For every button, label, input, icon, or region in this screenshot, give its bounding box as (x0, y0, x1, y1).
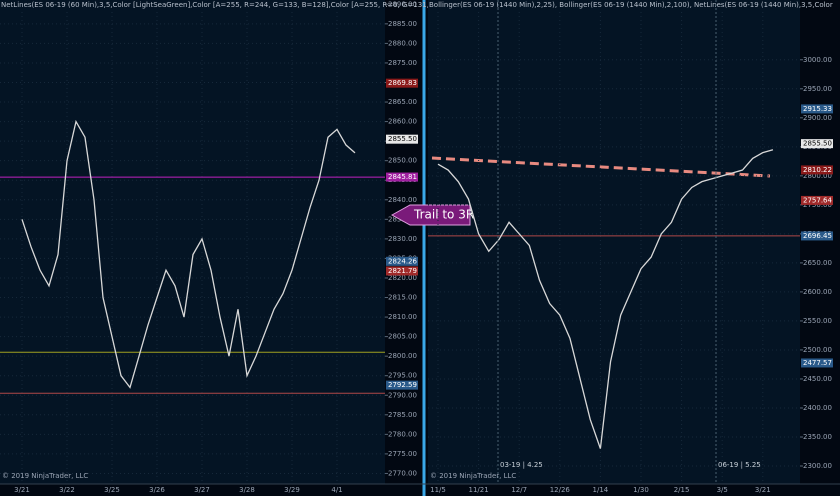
y-tick-label: 2890.00 (388, 0, 417, 8)
y-tick-label: 2785.00 (388, 411, 417, 419)
y-tick-label: 2885.00 (388, 20, 417, 28)
price-line (437, 149, 774, 449)
y-tick-label: 2400.00 (803, 404, 832, 412)
price-tag-label: 2915.33 (803, 105, 832, 113)
y-tick-label: 2780.00 (388, 430, 417, 438)
y-tick-label: 2500.00 (803, 346, 832, 354)
x-tick-label: 12/7 (511, 486, 527, 494)
price-tag-label: 2792.59 (388, 381, 417, 389)
x-tick-label: 3/25 (104, 486, 120, 494)
y-tick-label: 3000.00 (803, 56, 832, 64)
y-tick-label: 2770.00 (388, 469, 417, 477)
price-tag-label: 2821.79 (388, 267, 417, 275)
y-tick-label: 2820.00 (388, 274, 417, 282)
x-tick-label: 3/29 (284, 486, 300, 494)
price-tag (386, 266, 418, 276)
header-bg (0, 0, 385, 9)
y-tick-label: 2800.00 (388, 352, 417, 360)
indicator-header: Bollinger(ES 06-19 (1440 Min),2,25), Bol… (429, 1, 833, 9)
y-tick-label: 2815.00 (388, 294, 417, 302)
price-tag (801, 195, 833, 205)
y-tick-label: 2805.00 (388, 333, 417, 341)
x-tick-label: 12/26 (550, 486, 571, 494)
copyright: © 2019 NinjaTrader, LLC (430, 472, 516, 480)
price-tag (801, 358, 833, 368)
x-tick-label: 3/28 (239, 486, 255, 494)
y-tick-label: 2600.00 (803, 288, 832, 296)
y-tick-label: 2900.00 (803, 114, 832, 122)
y-tick-label: 2300.00 (803, 462, 832, 470)
x-tick-label: 3/21 (755, 486, 771, 494)
y-tick-label: 2840.00 (388, 196, 417, 204)
header-bg (428, 0, 800, 9)
y-tick-label: 2790.00 (388, 391, 417, 399)
x-tick-label: 3/5 (717, 486, 728, 494)
right-plot (428, 0, 800, 484)
x-tick-label: 4/1 (331, 486, 342, 494)
y-tick-label: 2880.00 (388, 39, 417, 47)
price-line (21, 119, 356, 389)
x-tick-label: 3/21 (14, 486, 30, 494)
x-tick-label: 1/14 (593, 486, 609, 494)
y-tick-label: 2775.00 (388, 450, 417, 458)
x-tick-label: 3/27 (194, 486, 210, 494)
price-tag-label: 2824.26 (388, 257, 417, 265)
y-tick-label: 2830.00 (388, 235, 417, 243)
y-tick-label: 2450.00 (803, 375, 832, 383)
x-tick-label: 2/15 (674, 486, 690, 494)
price-tag (801, 139, 833, 149)
rollover-label: 06-19 | 5.25 (718, 461, 761, 469)
price-tag-label: 2810.22 (803, 166, 832, 174)
y-tick-label: 2650.00 (803, 259, 832, 267)
y-tick-label: 2800.00 (803, 172, 832, 180)
y-tick-label: 2865.00 (388, 98, 417, 106)
y-tick-label: 2875.00 (388, 59, 417, 67)
y-tick-label: 2810.00 (388, 313, 417, 321)
price-tag-label: 2855.50 (803, 140, 832, 148)
price-tag (386, 172, 418, 182)
x-tick-label: 3/22 (59, 486, 75, 494)
y-tick-label: 2550.00 (803, 317, 832, 325)
y-tick-label: 2850.00 (388, 157, 417, 165)
y-tick-label: 2950.00 (803, 85, 832, 93)
price-tag (386, 134, 418, 144)
indicator-header: NetLines(ES 06-19 (60 Min),3,5,Color [Li… (1, 1, 429, 9)
price-tag-label: 2477.57 (803, 359, 832, 367)
y-tick-label: 2350.00 (803, 433, 832, 441)
trend-line (431, 156, 771, 178)
price-tag (386, 78, 418, 88)
y-tick-label: 2795.00 (388, 372, 417, 380)
x-tick-label: 11/5 (430, 486, 446, 494)
price-tag (801, 231, 833, 241)
price-tag (801, 104, 833, 114)
rollover-label: 03-19 | 4.25 (500, 461, 543, 469)
price-tag-label: 2845.81 (388, 173, 417, 181)
callout-box (390, 204, 471, 226)
price-tag (386, 380, 418, 390)
callout-text: Trail to 3R (413, 208, 474, 222)
price-tag (386, 256, 418, 266)
x-tick-label: 1/30 (633, 486, 649, 494)
price-tag-label: 2855.50 (388, 135, 417, 143)
price-tag-label: 2696.45 (803, 232, 832, 240)
x-tick-label: 3/26 (149, 486, 165, 494)
price-tag-label: 2757.64 (803, 196, 832, 204)
left-plot (0, 0, 385, 484)
x-tick-label: 11/21 (469, 486, 489, 494)
y-tick-label: 2860.00 (388, 118, 417, 126)
price-tag (801, 165, 833, 175)
price-tag-label: 2869.83 (388, 79, 417, 87)
copyright: © 2019 NinjaTrader, LLC (2, 472, 88, 480)
